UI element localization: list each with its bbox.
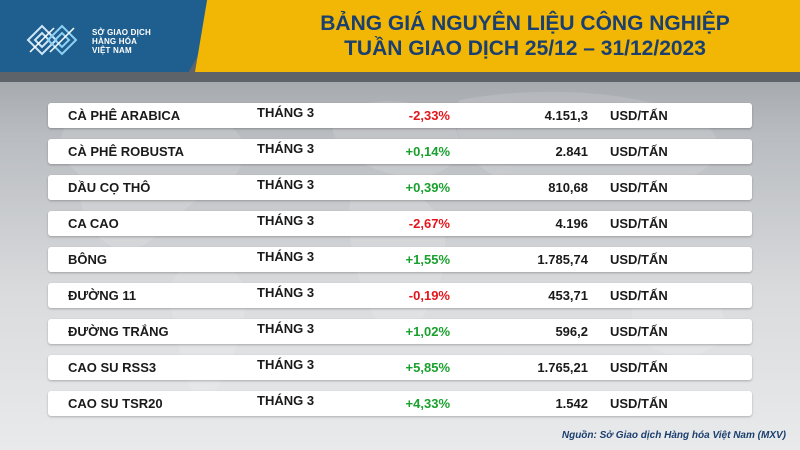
price-change: -2,33%	[408, 108, 450, 123]
page-title: BẢNG GIÁ NGUYÊN LIỆU CÔNG NGHIỆP TUẦN GI…	[250, 11, 800, 61]
price-unit: USD/TẤN	[610, 396, 668, 411]
table-row: DẦU CỌ THÔ THÁNG 3 +0,39% 810,68 USD/TẤN	[48, 175, 752, 200]
table-row: CAO SU TSR20 THÁNG 3 +4,33% 1.542 USD/TẤ…	[48, 391, 752, 416]
source-note: Nguồn: Sở Giao dịch Hàng hóa Việt Nam (M…	[561, 430, 786, 441]
price-change: +4,33%	[405, 396, 450, 411]
contract-month: THÁNG 3	[257, 249, 315, 264]
commodity-name: CÀ PHÊ ARABICA	[68, 108, 181, 123]
contract-month: THÁNG 3	[257, 357, 315, 372]
price-change: -2,67%	[408, 216, 450, 231]
commodity-name: DẦU CỌ THÔ	[68, 180, 151, 195]
price-change: +0,39%	[405, 180, 450, 195]
title-line-2: TUẦN GIAO DỊCH 25/12 – 31/12/2023	[344, 37, 706, 60]
table-row: CAO SU RSS3 THÁNG 3 +5,85% 1.765,21 USD/…	[48, 355, 752, 380]
price-unit: USD/TẤN	[610, 108, 668, 123]
commodity-name: BÔNG	[68, 252, 107, 267]
logo-line: VIỆT NAM	[92, 46, 132, 55]
commodity-name: CÀ PHÊ ROBUSTA	[68, 144, 185, 159]
contract-month: THÁNG 3	[257, 213, 315, 228]
table-row: CA CAO THÁNG 3 -2,67% 4.196 USD/TẤN	[48, 211, 752, 236]
closing-price: 1.785,74	[537, 252, 588, 267]
closing-price: 596,2	[555, 324, 588, 339]
mxv-logo-icon	[26, 24, 78, 56]
commodity-name: ĐƯỜNG 11	[68, 288, 137, 303]
commodity-name: CA CAO	[68, 216, 119, 231]
closing-price: 1.765,21	[537, 360, 588, 375]
logo-line: HÀNG HÓA	[92, 37, 138, 46]
price-change: +5,85%	[405, 360, 450, 375]
contract-month: THÁNG 3	[257, 393, 315, 408]
contract-month: THÁNG 3	[257, 105, 315, 120]
commodity-name: CAO SU RSS3	[68, 360, 157, 375]
logo-text: SỞ GIAO DỊCH HÀNG HÓA VIỆT NAM	[92, 28, 151, 55]
price-change: -0,19%	[408, 288, 450, 303]
closing-price: 810,68	[548, 180, 588, 195]
price-unit: USD/TẤN	[610, 324, 668, 339]
price-change: +1,55%	[405, 252, 450, 267]
contract-month: THÁNG 3	[257, 141, 315, 156]
price-unit: USD/TẤN	[610, 216, 668, 231]
price-unit: USD/TẤN	[610, 360, 668, 375]
closing-price: 4.196	[555, 216, 588, 231]
closing-price: 2.841	[555, 144, 588, 159]
commodity-name: ĐƯỜNG TRẮNG	[68, 324, 169, 339]
logo-line: SỞ GIAO DỊCH	[92, 28, 152, 37]
title-band	[195, 0, 800, 72]
contract-month: THÁNG 3	[257, 177, 315, 192]
table-row: CÀ PHÊ ROBUSTA THÁNG 3 +0,14% 2.841 USD/…	[48, 139, 752, 164]
commodity-name: CAO SU TSR20	[68, 396, 163, 411]
table-row: BÔNG THÁNG 3 +1,55% 1.785,74 USD/TẤN	[48, 247, 752, 272]
contract-month: THÁNG 3	[257, 321, 315, 336]
price-change: +0,14%	[405, 144, 450, 159]
price-unit: USD/TẤN	[610, 144, 668, 159]
table-row: ĐƯỜNG 11 THÁNG 3 -0,19% 453,71 USD/TẤN	[48, 283, 752, 308]
title-line-1: BẢNG GIÁ NGUYÊN LIỆU CÔNG NGHIỆP	[320, 12, 730, 35]
closing-price: 1.542	[555, 396, 588, 411]
table-row: ĐƯỜNG TRẮNG THÁNG 3 +1,02% 596,2 USD/TẤN	[48, 319, 752, 344]
table-row: CÀ PHÊ ARABICA THÁNG 3 -2,33% 4.151,3 US…	[48, 103, 752, 128]
price-unit: USD/TẤN	[610, 252, 668, 267]
closing-price: 4.151,3	[544, 108, 588, 123]
price-unit: USD/TẤN	[610, 180, 668, 195]
price-unit: USD/TẤN	[610, 288, 668, 303]
price-table: CÀ PHÊ ARABICA THÁNG 3 -2,33% 4.151,3 US…	[48, 103, 752, 427]
closing-price: 453,71	[548, 288, 588, 303]
price-change: +1,02%	[405, 324, 450, 339]
contract-month: THÁNG 3	[257, 285, 315, 300]
